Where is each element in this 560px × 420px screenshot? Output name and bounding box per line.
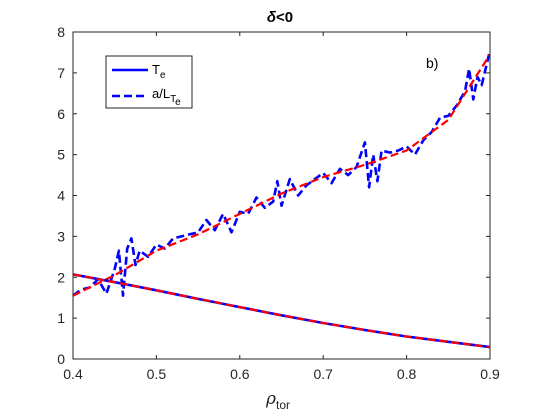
ticks-layer: 0.4 0.5 0.6 0.7 0.8 0.9 0 1 2 3 4 5 6 7 8 (57, 24, 500, 382)
y-tick-label: 4 (57, 188, 65, 204)
y-tick-label: 3 (57, 228, 65, 244)
legend: Te a/LTe (105, 55, 193, 109)
legend-label-te: Te (152, 62, 166, 81)
x-axis-symbol: ρ (265, 389, 276, 409)
title-rest: <0 (276, 9, 293, 26)
y-tick-label: 5 (57, 147, 65, 163)
x-tick-label: 0.9 (480, 366, 500, 382)
legend-label-alte: a/LTe (152, 86, 181, 108)
legend-box (105, 55, 193, 109)
y-tick-label: 2 (57, 269, 65, 285)
x-tick-label: 0.4 (63, 366, 83, 382)
y-tick-label: 8 (57, 24, 65, 40)
y-tick-label: 1 (57, 310, 65, 326)
series-line-t-e-fit (72, 273, 491, 349)
chart-title: δ<0 (267, 9, 293, 26)
series-line-a-l-te-fit (72, 53, 491, 297)
series-layer (72, 50, 492, 349)
y-tick-label: 7 (57, 65, 65, 81)
x-tick-label: 0.6 (230, 366, 250, 382)
x-tick-label: 0.7 (313, 366, 333, 382)
x-axis-subscript: tor (276, 398, 290, 412)
x-tick-label: 0.8 (397, 366, 417, 382)
x-tick-label: 0.5 (147, 366, 167, 382)
y-tick-label: 0 (57, 351, 65, 367)
title-symbol: δ (267, 9, 277, 26)
y-tick-label: 6 (57, 106, 65, 122)
x-axis-label: ρtor (265, 389, 290, 412)
panel-annotation: b) (426, 55, 438, 71)
